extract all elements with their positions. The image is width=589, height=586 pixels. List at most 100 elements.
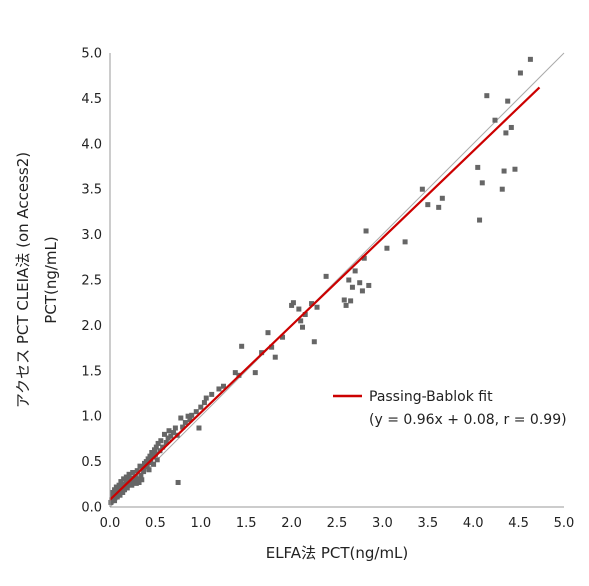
data-point — [110, 489, 116, 495]
data-point — [148, 460, 154, 466]
data-point — [172, 425, 178, 431]
data-point — [419, 186, 425, 192]
data-point — [123, 474, 129, 480]
y-tick-label: 5.0 — [81, 47, 102, 62]
data-point — [425, 202, 431, 208]
data-point — [252, 370, 258, 376]
y-tick-label: 3.5 — [81, 183, 102, 198]
data-point — [209, 391, 215, 397]
data-point — [141, 469, 147, 475]
y-tick-label: 1.0 — [81, 410, 102, 425]
y-axis-title-line-1: アクセス PCT CLEIA法 (on Access2) — [14, 152, 32, 408]
data-point — [296, 306, 302, 312]
x-tick-label: 3.0 — [372, 516, 393, 531]
y-tick-label: 2.5 — [81, 274, 102, 289]
data-point — [198, 404, 204, 410]
data-point — [259, 350, 265, 356]
data-point — [309, 301, 315, 307]
data-point — [346, 277, 352, 283]
data-point — [123, 479, 129, 485]
data-point — [114, 494, 120, 500]
data-point — [196, 425, 202, 431]
x-tick-label: 3.5 — [417, 516, 438, 531]
data-point — [125, 477, 131, 483]
data-point — [384, 245, 390, 251]
x-tick-label: 0.5 — [145, 516, 166, 531]
data-point — [145, 456, 151, 462]
data-point — [290, 300, 296, 306]
data-point — [149, 450, 155, 456]
data-point — [499, 186, 505, 192]
data-point — [151, 461, 157, 467]
data-point — [168, 433, 174, 439]
data-point — [124, 485, 130, 491]
data-point — [113, 489, 119, 495]
y-tick-label: 0.5 — [81, 455, 102, 470]
x-tick-label: 0.0 — [100, 516, 121, 531]
data-point — [484, 93, 490, 99]
data-point — [512, 166, 518, 172]
data-point — [359, 288, 365, 294]
data-point — [503, 130, 509, 136]
data-point — [166, 428, 172, 434]
data-point — [180, 424, 186, 430]
y-tick-label: 4.5 — [81, 92, 102, 107]
data-point — [341, 297, 347, 303]
data-point — [314, 304, 320, 310]
x-tick-label: 1.5 — [236, 516, 257, 531]
data-point — [133, 480, 139, 486]
data-point — [132, 476, 138, 482]
data-point — [136, 479, 142, 485]
data-point — [175, 479, 181, 485]
identity-line — [109, 52, 565, 508]
data-point — [265, 330, 271, 336]
y-tick-label: 2.0 — [81, 319, 102, 334]
data-point — [108, 499, 114, 505]
data-point — [163, 440, 169, 446]
data-point — [178, 415, 184, 421]
data-point — [185, 413, 191, 419]
data-point — [160, 444, 166, 450]
data-point — [161, 431, 167, 437]
data-point — [501, 168, 507, 174]
data-point — [187, 417, 193, 423]
data-point — [155, 440, 161, 446]
data-point — [147, 453, 153, 459]
data-point — [280, 334, 286, 340]
data-point — [402, 239, 408, 245]
data-point — [298, 318, 304, 324]
data-point — [112, 498, 118, 504]
data-point — [348, 298, 354, 304]
data-point — [527, 56, 533, 62]
data-point — [436, 204, 442, 210]
data-point — [505, 98, 511, 104]
x-tick-label: 2.5 — [327, 516, 348, 531]
y-axis-title-line-2: PCT(ng/mL) — [42, 236, 60, 323]
x-tick-label: 2.0 — [281, 516, 302, 531]
data-point — [203, 395, 209, 401]
legend: Passing-Bablok fit (y = 0.96x + 0.08, r … — [333, 389, 567, 428]
data-point — [165, 435, 171, 441]
data-point — [352, 268, 358, 274]
y-tick-label: 4.0 — [81, 137, 102, 152]
data-point — [120, 489, 126, 495]
data-point — [508, 124, 514, 130]
x-tick-label: 5.0 — [554, 516, 575, 531]
data-point — [151, 447, 157, 453]
data-point — [143, 459, 149, 465]
data-point — [311, 339, 317, 345]
data-point — [134, 468, 140, 474]
fit-line-layer — [109, 86, 541, 501]
data-point — [182, 420, 188, 426]
data-point — [115, 486, 121, 492]
y-tick-label: 1.5 — [81, 364, 102, 379]
data-point — [189, 412, 195, 418]
data-point — [289, 302, 295, 308]
data-point — [152, 451, 158, 457]
legend-fit-equation: (y = 0.96x + 0.08, r = 0.99) — [369, 412, 567, 428]
data-point — [158, 438, 164, 444]
data-point — [146, 467, 152, 473]
data-point — [150, 454, 156, 460]
data-point — [232, 370, 238, 376]
